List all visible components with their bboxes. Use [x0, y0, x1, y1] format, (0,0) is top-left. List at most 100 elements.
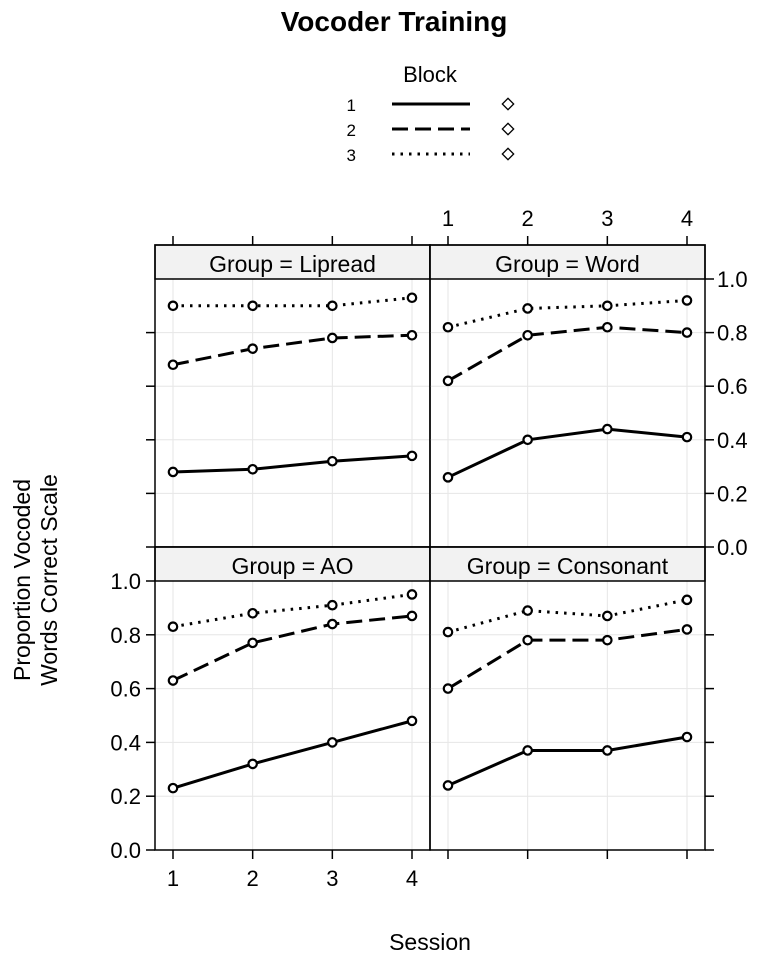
y-tick-label: 0.4: [717, 428, 748, 453]
y-tick-label: 1.0: [110, 569, 141, 594]
data-point: [406, 589, 418, 600]
data-point: [602, 745, 613, 756]
data-point: [522, 329, 533, 341]
legend-entry-1: 1: [347, 96, 515, 115]
data-point: [327, 455, 338, 467]
y-tick-label: 0.8: [110, 623, 141, 648]
legend-entry-label: 1: [347, 96, 356, 115]
series-line: [172, 592, 413, 629]
data-point: [602, 300, 613, 312]
series-line: [447, 325, 688, 383]
y-axis-label: Proportion VocodedWords Correct Scale: [9, 474, 62, 686]
data-point: [167, 359, 179, 371]
data-point: [522, 634, 533, 646]
y-tick-label: 0.0: [110, 838, 141, 863]
data-point: [681, 431, 693, 443]
data-point: [327, 599, 338, 611]
data-point: [247, 637, 258, 649]
series-block-2: [442, 321, 693, 387]
data-point: [247, 758, 258, 770]
data-point: [442, 321, 454, 333]
series-block-2: [167, 329, 418, 371]
data-point: [681, 624, 693, 635]
series-block-3: [167, 292, 418, 312]
series-line: [172, 333, 413, 367]
data-point: [442, 683, 454, 694]
data-point: [167, 300, 179, 312]
data-point: [327, 618, 338, 630]
x-tick-label: 3: [601, 206, 613, 231]
y-tick-label: 0.0: [717, 535, 748, 560]
series-block-2: [442, 624, 693, 694]
series-line: [447, 735, 688, 787]
legend-entry-label: 3: [347, 146, 356, 165]
data-point: [522, 605, 533, 616]
x-tick-label: 3: [326, 866, 338, 891]
panel-border: [429, 244, 706, 548]
x-tick-label: 4: [406, 866, 418, 891]
panel-strip-label: Group = AO: [231, 553, 353, 579]
data-point: [602, 634, 613, 646]
series-block-3: [442, 295, 693, 333]
data-point: [247, 463, 258, 475]
data-point: [406, 329, 418, 341]
data-point: [247, 607, 258, 619]
panel-grid: [155, 278, 430, 548]
x-tick-label: 2: [522, 206, 534, 231]
series-block-1: [442, 731, 693, 791]
series-block-1: [167, 450, 418, 478]
x-tick-label: 1: [167, 866, 179, 891]
data-point: [681, 295, 693, 306]
panel-border: [154, 244, 431, 548]
series-line: [447, 298, 688, 329]
panel-strip-label: Group = Lipread: [209, 251, 376, 277]
legend-symbol-diamond: [501, 97, 515, 111]
data-point: [327, 737, 338, 748]
panel-strip-label: Group = Consonant: [467, 553, 669, 579]
data-point: [522, 434, 533, 446]
series-line: [172, 614, 413, 682]
x-axis-bottom: 1 2 3 4: [167, 850, 688, 891]
y-axis-right: 0.0 0.2 0.4 0.6 0.8 1.0: [705, 267, 748, 560]
panel-grid: [430, 580, 705, 851]
y-tick-label: 0.2: [110, 784, 141, 809]
data-point: [602, 423, 613, 435]
y-tick-label: 0.8: [717, 321, 748, 346]
legend-entry-label: 2: [347, 121, 356, 140]
legend-entry-3: 3: [347, 146, 515, 165]
y-ticks-left-top: [146, 331, 155, 548]
legend-title: Block: [403, 62, 458, 87]
data-point: [442, 375, 454, 387]
data-point: [327, 332, 338, 344]
panel-strip-label: Group = Word: [495, 251, 640, 277]
series-block-1: [442, 423, 693, 483]
data-point: [522, 745, 533, 756]
x-tick-label: 1: [442, 206, 454, 231]
panel-border: [154, 546, 431, 851]
legend-entry-2: 2: [347, 121, 515, 140]
panel-border: [429, 546, 706, 851]
x-axis-top: 1 2 3 4: [172, 206, 693, 245]
panel-1: Group = Word: [429, 244, 706, 548]
data-point: [681, 594, 693, 606]
data-point: [406, 450, 418, 462]
x-tick-label: 4: [681, 206, 693, 231]
panel-3: Group = Consonant: [429, 546, 706, 851]
data-point: [167, 782, 179, 794]
data-point: [681, 731, 693, 743]
data-point: [167, 675, 179, 686]
x-axis-label: Session: [389, 929, 471, 955]
y-tick-label: 0.6: [717, 374, 748, 399]
series-line: [447, 627, 688, 690]
data-point: [442, 626, 454, 638]
data-point: [167, 621, 179, 633]
panel-2: Group = AO: [154, 546, 431, 851]
legend-symbol-diamond: [501, 122, 515, 136]
data-point: [522, 303, 533, 314]
y-axis-left: 0.0 0.2 0.4 0.6 0.8 1.0: [110, 569, 155, 863]
series-line: [447, 598, 688, 634]
y-tick-label: 1.0: [717, 267, 748, 292]
data-point: [681, 327, 693, 338]
